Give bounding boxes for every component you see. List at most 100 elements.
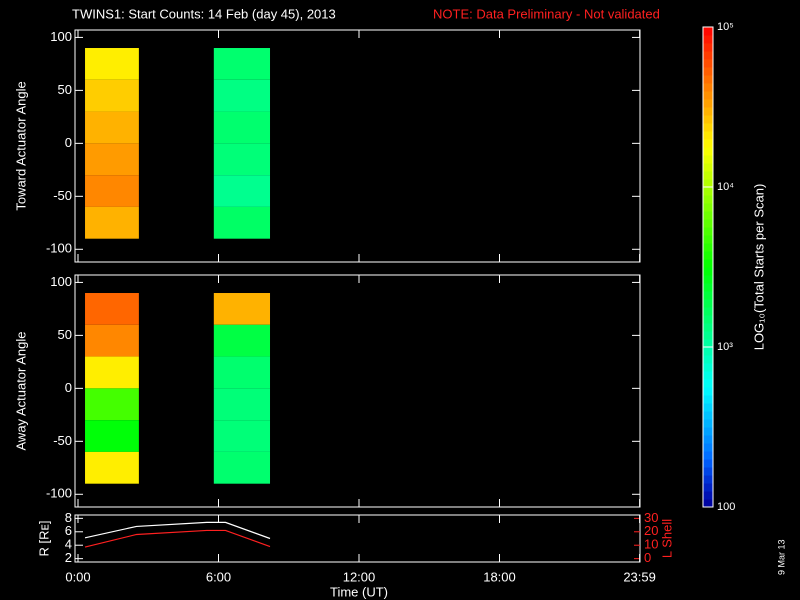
y-tick-label: 100 [50,29,72,44]
y-axis-title: R [Rᴇ] [36,521,51,557]
colorbar-swatch [703,467,713,476]
y-tick-label: 50 [58,327,72,342]
side-label: 9 Mar 13 [776,539,786,575]
colorbar-swatch [703,299,713,308]
heatmap-cell [85,143,139,176]
heatmap-cell [85,48,139,80]
colorbar-swatch [703,59,713,68]
y-tick-label: -50 [53,188,72,203]
x-axis-title: Time (UT) [330,584,388,599]
colorbar-swatch [703,211,713,220]
colorbar-swatch [703,67,713,76]
line-series [84,521,271,540]
y-tick-label: 4 [65,537,72,552]
line-series [84,529,271,548]
colorbar-swatch [703,43,713,52]
colorbar-swatch [703,91,713,100]
plot-frame [74,514,641,563]
colorbar-swatch [703,27,713,36]
colorbar-tick-label: 10⁴ [717,181,734,193]
y-tick-label: -50 [53,433,72,448]
y-tick-label: 0 [65,135,72,150]
heatmap-cell [213,420,271,452]
y-tick-label: -100 [46,486,72,501]
colorbar-swatch [703,147,713,156]
colorbar-swatch [703,347,713,356]
heatmap-cell [213,143,271,176]
y2-tick-label: 0 [644,550,651,565]
heatmap-cell [213,293,271,325]
heatmap-cell [85,420,139,452]
colorbar-swatch [703,171,713,180]
heatmap-cell [85,356,139,389]
colorbar-swatch [703,475,713,484]
colorbar-swatch [703,83,713,92]
colorbar-swatch [703,451,713,460]
y2-axis-title: L Shell [659,519,674,558]
colorbar-swatch [703,275,713,284]
heatmap-cell [213,356,271,389]
colorbar-swatch [703,139,713,148]
colorbar-swatch [703,395,713,404]
colorbar-swatch [703,35,713,44]
heatmap-cell [85,175,139,207]
heatmap-cell [213,111,271,144]
heatmap-cell [85,206,139,239]
colorbar-swatch [703,363,713,372]
colorbar-swatch [703,435,713,444]
heatmap-cell [213,451,271,484]
colorbar-swatch [703,155,713,164]
y-tick-label: 100 [50,274,72,289]
colorbar-swatch [703,443,713,452]
x-tick-label: 12:00 [343,569,376,584]
colorbar-swatch [703,107,713,116]
plot-frame [74,274,641,508]
colorbar-title: LOG₁₀(Total Starts per Scan) [751,184,766,351]
colorbar-swatch [703,227,713,236]
colorbar-swatch [703,307,713,316]
colorbar-swatch [703,411,713,420]
heatmap-cell [85,79,139,112]
colorbar-swatch [703,379,713,388]
y2-tick-label: 30 [644,510,658,525]
colorbar-swatch [703,203,713,212]
heatmap-cell [213,79,271,112]
colorbar-swatch [703,131,713,140]
colorbar-swatch [703,403,713,412]
colorbar-swatch [703,291,713,300]
heatmap-cell [85,451,139,484]
y2-tick-label: 20 [644,523,658,538]
colorbar-swatch [703,267,713,276]
colorbar-swatch [703,163,713,172]
colorbar-swatch [703,339,713,348]
heatmap-cell [85,111,139,144]
colorbar-tick-label: 10⁵ [717,21,734,33]
colorbar-swatch [703,371,713,380]
colorbar-swatch [703,115,713,124]
colorbar-swatch [703,427,713,436]
colorbar-swatch [703,187,713,196]
colorbar-swatch [703,323,713,332]
y-axis-title: Toward Actuator Angle [13,81,28,210]
colorbar-swatch [703,235,713,244]
y-tick-label: 8 [65,510,72,525]
colorbar-swatch [703,459,713,468]
colorbar-swatch [703,283,713,292]
y-tick-label: 0 [65,380,72,395]
colorbar-swatch [703,259,713,268]
colorbar-swatch [703,219,713,228]
x-tick-label: 18:00 [483,569,516,584]
colorbar-swatch [703,179,713,188]
colorbar-swatch [703,99,713,108]
colorbar-swatch [703,355,713,364]
y-axis-title: Away Actuator Angle [13,331,28,450]
chart-title: TWINS1: Start Counts: 14 Feb (day 45), 2… [72,6,336,21]
heatmap-cell [213,48,271,80]
heatmap-cell [213,388,271,421]
colorbar-swatch [703,243,713,252]
heatmap-cell [213,324,271,357]
colorbar-swatch [703,315,713,324]
colorbar-swatch [703,251,713,260]
heatmap-cell [85,324,139,357]
